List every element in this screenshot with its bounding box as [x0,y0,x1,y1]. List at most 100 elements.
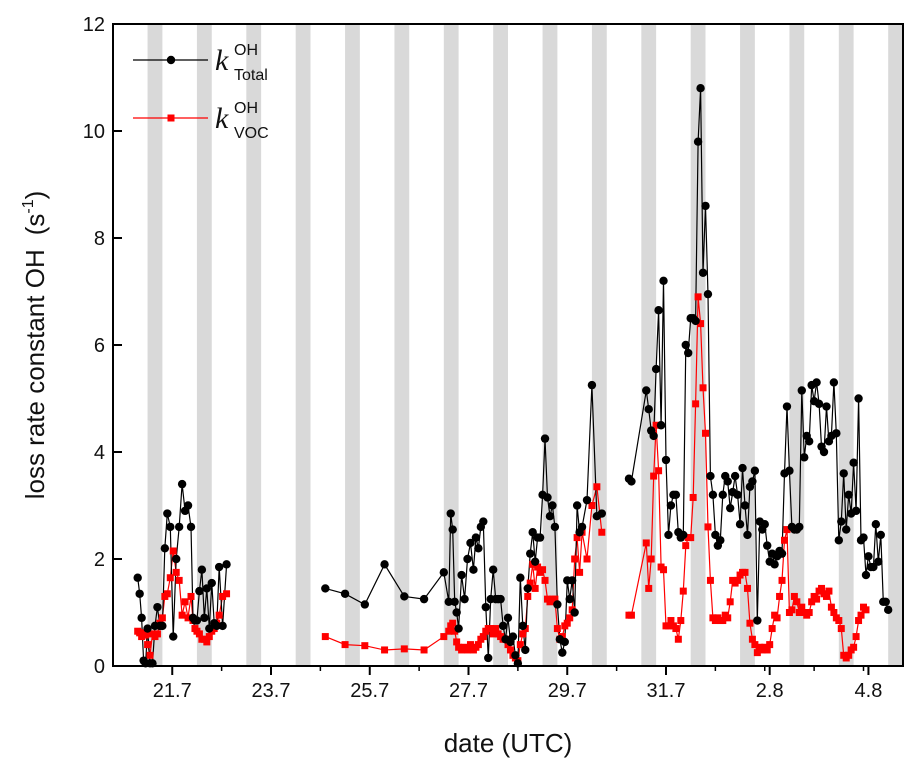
k_voc-point [144,641,152,649]
k_voc-point [825,587,833,595]
k_voc-point [852,633,860,641]
k_voc-point [790,592,798,600]
k_total-point [548,501,557,510]
k_voc-point [321,633,329,641]
k_voc-point [593,483,601,491]
k_total-point [186,522,196,532]
k_total-point [708,490,718,499]
k_voc-point [166,574,174,582]
y-tick-label: 10 [83,121,105,143]
k_total-point [849,458,858,467]
k_voc-point [857,611,865,619]
k_total-point [166,522,175,532]
k_total-point [454,624,463,633]
k_total-point [380,560,389,569]
k_voc-point [835,617,843,625]
k_voc-point [223,590,231,598]
k_voc-point [205,633,213,641]
x-tick-label: 25.7 [350,680,389,702]
k_total-point [540,434,550,443]
k_voc-point [519,630,527,638]
k_total-point [701,201,710,211]
k_total-point [222,560,231,569]
k_total-point [661,455,671,465]
legend-symbol-1: k [215,102,229,135]
k_voc-point [697,320,705,328]
k_voc-point [583,555,591,563]
x-tick-label: 27.7 [449,680,488,702]
k_total-point [463,554,472,564]
k_total-point [582,495,592,505]
k_voc-point [822,592,830,600]
k_voc-point [837,625,845,633]
k_total-point [177,479,187,489]
night-band-9 [591,24,607,666]
k_total-point [545,512,555,521]
k_voc-point [541,576,549,584]
k_voc-point [566,614,574,622]
k_total-point [644,405,653,414]
k_total-point [567,576,577,585]
k_voc-point [506,646,514,654]
k_total-point [861,570,871,580]
k_total-point [570,608,579,617]
k_total-point [197,565,207,574]
k_total-point [158,621,167,631]
night-band-10 [641,24,657,666]
k_total-point [169,632,178,641]
k_total-point [804,437,814,446]
k_voc-point [445,627,453,635]
k_total-point [452,608,461,617]
k_voc-point [489,630,497,638]
y-tick-label: 8 [94,228,105,250]
k_total-point [842,525,851,534]
k_voc-point [702,429,709,437]
k_voc-point [420,646,428,654]
night-band-1 [196,24,212,666]
k_voc-point [451,627,459,635]
k_total-line-segment-1 [325,385,603,664]
k_total-point [469,565,478,574]
y-axis-unit-exponent: -1 [20,199,37,213]
k_voc-point [795,609,803,616]
k_total-point [679,530,688,540]
k_total-point [503,613,513,623]
k_voc-point [479,633,487,641]
y-axis-title: loss rate constant OH (s-1) [20,191,50,500]
night-band-5 [394,24,410,666]
k_total-point [829,378,839,387]
k_voc-point [381,646,389,654]
k_voc-point [531,584,539,592]
night-band-15 [888,24,903,666]
k_voc-point [776,592,784,600]
k_voc-point [655,467,663,475]
k_voc-point [158,614,166,622]
k_total-point [656,421,666,430]
k_total-point [498,621,508,631]
k_total-point [782,402,792,411]
k_total-point [718,490,727,499]
k_voc-point [788,606,796,614]
k_total-point [597,509,607,518]
k_voc-point [650,472,658,480]
k_total-point [839,469,848,478]
k_voc-point [195,630,203,638]
k_total-point [212,621,221,631]
k_total-point [446,509,455,518]
night-band-2 [246,24,262,666]
k_voc-point [553,625,561,633]
k_total-point [832,429,841,438]
k_voc-point [466,641,474,649]
k_total-point [854,394,863,403]
k_total-point [466,538,475,548]
k_voc-point [539,566,547,574]
k_voc-point [773,614,781,622]
night-band-4 [345,24,360,666]
k_total-point [419,594,429,604]
k_voc-point [645,584,653,592]
k_voc-point [753,649,761,657]
y-axis-title-main: loss rate constant OH [20,249,50,499]
k_total-point [137,613,146,623]
k_total-point [684,348,693,358]
